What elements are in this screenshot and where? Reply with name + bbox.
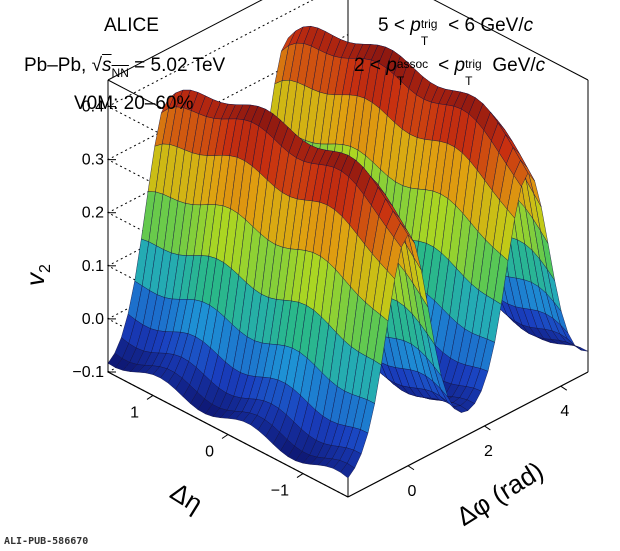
axis-ticks: 0.4 0.3 0.2 0.1 0.0 −0.1 1 0 −1 0 2 4 (72, 99, 569, 500)
phi-tick-2 (560, 385, 568, 391)
box-edge-back-3 (433, 0, 589, 81)
eta-tick-0 (146, 395, 154, 400)
box-edge-back-1 (107, 0, 263, 81)
legend-centrality: V0M: 20–60% (74, 93, 194, 114)
legend-trigger-range: 5 < p trig T < 6 GeV/c (378, 15, 534, 48)
v2-surface (107, 25, 589, 479)
z-tick-label-5: −0.1 (72, 364, 104, 381)
legend-system: Pb–Pb, √sNN = 5.02 TeV (24, 55, 226, 80)
box-edge-front-1 (347, 371, 589, 498)
phi-tick-label-2: 4 (560, 403, 569, 420)
eta-tick-label-2: −1 (271, 483, 289, 500)
legend-assoc-range: 2 < p assoc T < p trig T GeV/c (354, 55, 546, 88)
z-axis-label: v2 (20, 264, 54, 286)
legend-experiment: ALICE (104, 15, 159, 36)
publication-id: ALI-PUB-586670 (4, 536, 89, 547)
eta-tick-2 (296, 473, 304, 478)
eta-tick-label-0: 1 (130, 404, 139, 421)
z-tick-label-3: 0.1 (82, 258, 104, 275)
phi-tick-label-0: 0 (408, 483, 417, 500)
phi-tick-0 (407, 465, 415, 471)
z-tick-label-4: 0.0 (82, 311, 104, 328)
surface-cell-0-0 (340, 462, 356, 479)
z-tick-label-2: 0.2 (82, 205, 104, 222)
eta-tick-label-1: 0 (205, 444, 214, 461)
z-tick-label-0: 0.4 (82, 99, 104, 116)
phi-tick-label-1: 2 (484, 443, 493, 460)
z-tick-label-1: 0.3 (82, 152, 104, 169)
phi-tick-1 (484, 425, 491, 431)
eta-tick-1 (221, 434, 229, 439)
